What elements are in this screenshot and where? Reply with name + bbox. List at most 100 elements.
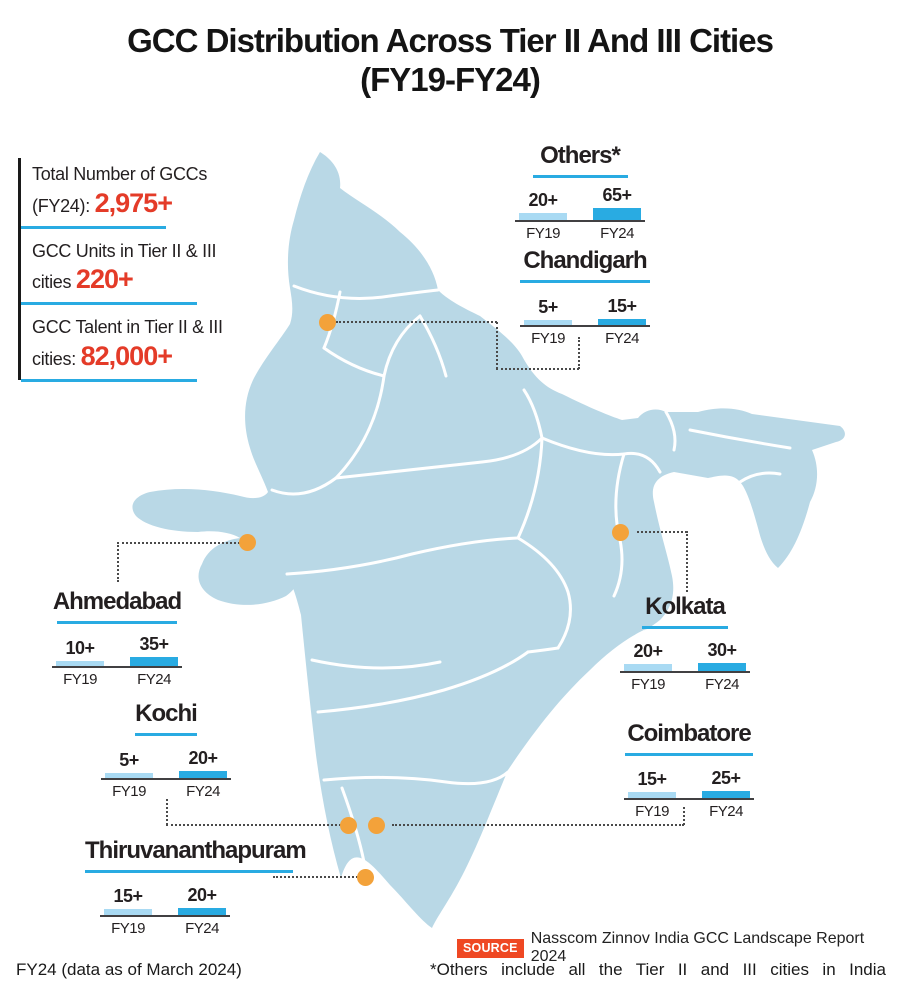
stat-label: Total Number of GCCs <box>32 164 208 184</box>
stat-underline <box>21 302 197 306</box>
fy24-label: FY24 <box>186 783 220 800</box>
stat-prefix: (FY24): <box>32 195 95 216</box>
axis-baseline <box>515 220 645 222</box>
fy19-value: 20+ <box>528 190 558 211</box>
source-row: SOURCE Nasscom Zinnov India GCC Landscap… <box>457 930 900 966</box>
fy24-label: FY24 <box>185 920 219 937</box>
city-underline <box>85 870 293 873</box>
axis-baseline <box>624 798 754 800</box>
fy19-value: 10+ <box>65 637 95 658</box>
source-badge: SOURCE <box>457 938 524 958</box>
connector-chandigarh <box>496 322 498 369</box>
axis-baseline <box>52 666 182 668</box>
footnote-date: FY24 (data as of March 2024) <box>16 960 242 979</box>
city-marker-kolkata <box>612 524 629 541</box>
stats-rule <box>18 158 21 380</box>
callout-kolkata: Kolkata 20+ 30+ FY19 FY24 <box>610 593 760 693</box>
source-text: Nasscom Zinnov India GCC Landscape Repor… <box>530 930 865 965</box>
connector-ahmedabad <box>117 542 240 544</box>
fy19-label: FY19 <box>531 330 565 347</box>
city-name: Chandigarh <box>523 247 647 274</box>
callout-others: Others* 20+ 65+ FY19 FY24 <box>505 142 655 242</box>
stat-value: 82,000+ <box>80 340 173 371</box>
fy24-value: 25+ <box>711 767 741 788</box>
city-underline <box>57 621 177 624</box>
city-name: Kolkata <box>645 593 726 620</box>
stat-gcc-talent: GCC Talent in Tier II & III cities: 82,0… <box>21 316 247 382</box>
callout-coimbatore: Coimbatore 15+ 25+ FY19 FY24 <box>610 720 768 820</box>
city-underline <box>135 733 197 736</box>
fy24-label: FY24 <box>705 676 739 693</box>
connector-chandigarh <box>336 321 497 323</box>
stat-underline <box>21 225 166 229</box>
fy24-bar <box>598 319 646 325</box>
fy19-label: FY19 <box>63 671 97 688</box>
fy24-bar <box>178 908 226 915</box>
fy19-value: 5+ <box>119 750 139 771</box>
fy24-bar <box>593 208 641 220</box>
fy24-value: 65+ <box>602 185 632 205</box>
stat-underline <box>21 378 197 382</box>
city-marker-thiruvananthapuram <box>357 869 374 886</box>
fy19-bar <box>628 792 676 798</box>
fy19-value: 20+ <box>633 641 663 662</box>
connector-coimbatore <box>392 824 684 826</box>
stat-label: GCC Units in Tier II & III <box>32 240 217 261</box>
fy19-label: FY19 <box>631 676 665 693</box>
state-borders <box>270 284 792 916</box>
city-name: Coimbatore <box>627 720 751 747</box>
stat-gcc-units: GCC Units in Tier II & III cities 220+ <box>21 240 247 306</box>
connector-coimbatore <box>683 807 685 825</box>
city-underline <box>625 753 753 756</box>
fy24-label: FY24 <box>709 803 743 820</box>
fy19-value: 15+ <box>637 769 667 789</box>
fy24-value: 30+ <box>707 640 737 661</box>
fy19-bar <box>104 909 152 915</box>
connector-ahmedabad <box>117 542 119 582</box>
city-name: Others* <box>540 142 621 169</box>
title-line1: GCC Distribution Across Tier II And III … <box>127 22 774 59</box>
title-line2: (FY19-FY24) <box>360 60 541 98</box>
city-name: Thiruvananthapuram <box>85 837 307 864</box>
city-underline <box>642 626 728 629</box>
fy19-bar <box>519 213 567 220</box>
fy24-bar <box>702 790 750 798</box>
fy24-value: 35+ <box>139 634 169 655</box>
fy24-label: FY24 <box>600 225 634 242</box>
fy24-value: 15+ <box>607 296 637 316</box>
connector-kochi <box>166 824 341 826</box>
stat-prefix: cities <box>32 272 76 293</box>
city-marker-ahmedabad <box>239 534 256 551</box>
axis-baseline <box>520 325 650 327</box>
stats-block: Total Number of GCCs (FY24): 2,975+ GCC … <box>21 163 247 393</box>
fy19-bar <box>105 773 153 778</box>
city-marker-kochi <box>340 817 357 834</box>
connector-kochi <box>166 799 168 825</box>
city-underline <box>532 175 628 178</box>
fy24-bar <box>698 663 746 671</box>
connector-kolkata <box>686 531 688 592</box>
fy19-value: 15+ <box>113 886 143 906</box>
axis-baseline <box>620 671 750 673</box>
city-name: Ahmedabad <box>52 588 182 615</box>
axis-baseline <box>101 778 231 780</box>
city-underline <box>520 280 650 283</box>
city-marker-coimbatore <box>368 817 385 834</box>
fy19-bar <box>624 664 672 671</box>
fy19-value: 5+ <box>538 297 558 318</box>
fy24-value: 20+ <box>187 885 217 906</box>
india-map <box>132 152 845 928</box>
stat-value: 220+ <box>75 264 134 295</box>
callout-ahmedabad: Ahmedabad 10+ 35+ FY19 FY24 <box>42 588 192 688</box>
city-name: Kochi <box>135 700 198 727</box>
fy19-label: FY19 <box>112 783 146 800</box>
fy24-bar <box>179 771 227 778</box>
fy19-bar <box>56 660 104 666</box>
city-marker-chandigarh <box>319 314 336 331</box>
stat-value: 2,975+ <box>94 187 173 218</box>
connector-kolkata <box>637 531 687 533</box>
stat-prefix: cities: <box>32 348 81 369</box>
fy19-bar <box>524 320 572 325</box>
stat-total-gccs: Total Number of GCCs (FY24): 2,975+ <box>21 163 247 229</box>
